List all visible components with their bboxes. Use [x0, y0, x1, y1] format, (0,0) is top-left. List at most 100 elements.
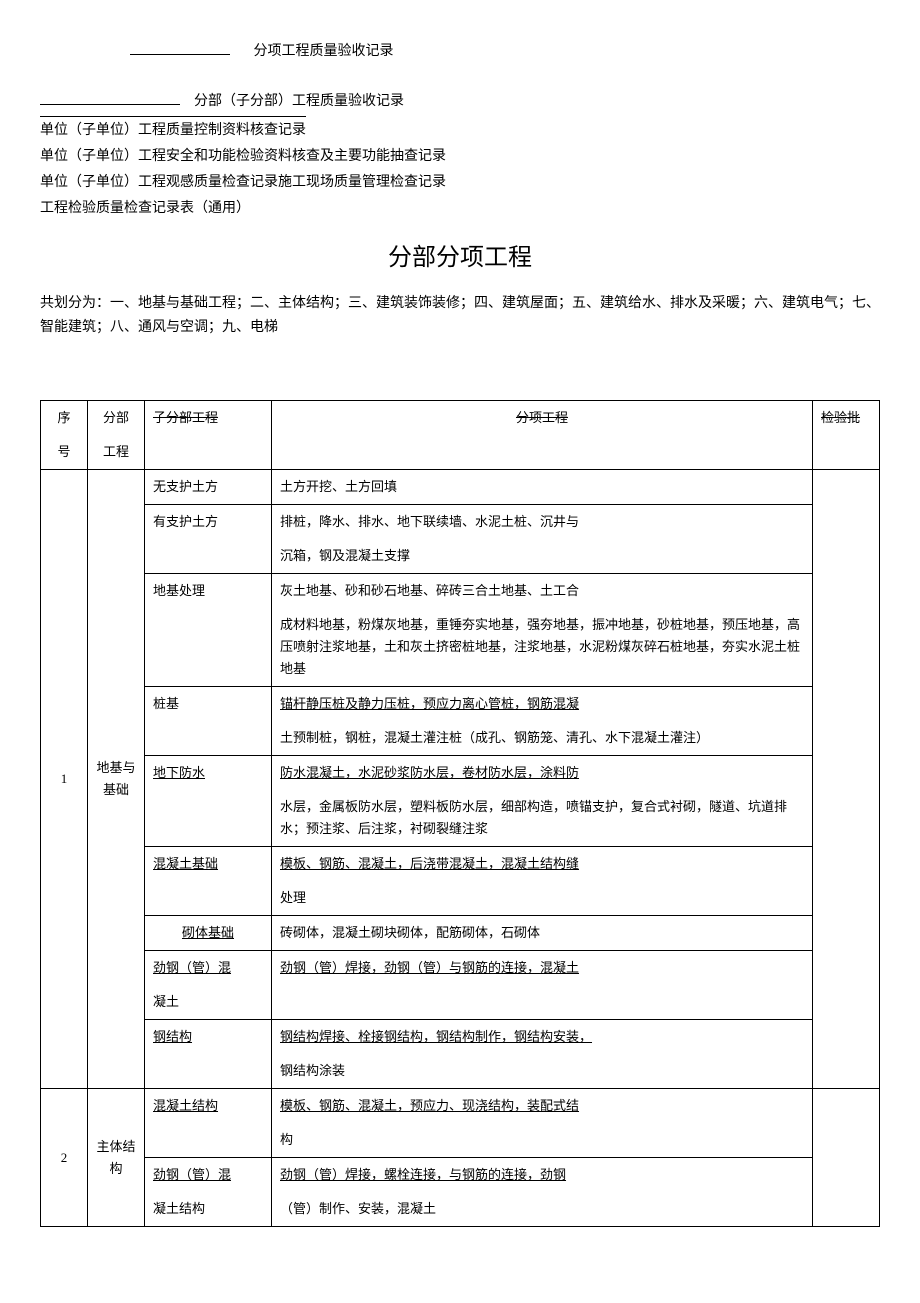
- sub-cell: 凝土: [145, 985, 272, 1020]
- sub-underline: 地下防水: [153, 762, 205, 784]
- item-cell: 钢结构涂装: [272, 1054, 813, 1089]
- sub-cell: 桩基: [145, 687, 272, 722]
- sub-underline: 混凝土结构: [153, 1095, 218, 1117]
- sub-cell: 劲钢（管）混: [145, 1158, 272, 1193]
- header-line1: 分项工程质量验收记录: [130, 40, 880, 60]
- sub-cell: [145, 790, 272, 847]
- blank-underline-1: [130, 40, 230, 55]
- sub-underline: 劲钢（管）混: [153, 1164, 231, 1186]
- item-cell: 灰土地基、砂和砂石地基、碎砖三合土地基、土工合: [272, 574, 813, 609]
- item-underline: 锚杆静压桩及静力压桩，预应力离心管桩，钢筋混凝: [280, 693, 579, 715]
- item-cell: 模板、钢筋、混凝土，预应力、现浇结构，装配式结: [272, 1089, 813, 1124]
- table-row: 凝土: [41, 985, 880, 1020]
- sub-underline: 钢结构: [153, 1026, 192, 1048]
- item-underline: 模板、钢筋、混凝土，后浇带混凝土，混凝土结构缝: [280, 853, 579, 875]
- sub-cell: 混凝土结构: [145, 1089, 272, 1124]
- sub-underline: 劲钢（管）混: [153, 957, 231, 979]
- sub-underline: 混凝土基础: [153, 853, 218, 875]
- seq-2: 2: [41, 1089, 88, 1227]
- sub-cell: [145, 721, 272, 756]
- header-seq-top: 序: [41, 401, 88, 436]
- check-cell: [813, 470, 880, 1089]
- item-cell: 防水混凝土，水泥砂浆防水层，卷材防水层，涂料防: [272, 756, 813, 791]
- header-line4: 单位（子单位）工程安全和功能检验资料核查及主要功能抽查记录: [40, 145, 880, 165]
- sub-cell: 砌体基础: [145, 916, 272, 951]
- table-row: 劲钢（管）混 劲钢（管）焊接，螺栓连接，与钢筋的连接，劲钢: [41, 1158, 880, 1193]
- header-line2: 分部（子分部）工程质量验收记录: [40, 90, 880, 110]
- sub-cell: 有支护土方: [145, 505, 272, 540]
- table-row: 钢结构 钢结构焊接、栓接钢结构，钢结构制作，钢结构安装，: [41, 1020, 880, 1055]
- table-row: 沉箱，钢及混凝土支撑: [41, 539, 880, 574]
- header-sub: 子分部工程: [145, 401, 272, 470]
- table-row: 有支护土方 排桩，降水、排水、地下联续墙、水泥土桩、沉井与: [41, 505, 880, 540]
- item-cell: 模板、钢筋、混凝土，后浇带混凝土，混凝土结构缝: [272, 847, 813, 882]
- header-line6: 工程检验质量检查记录表（通用）: [40, 197, 880, 217]
- sub-underline: 砌体基础: [182, 922, 234, 944]
- item-cell: 成材料地基，粉煤灰地基，重锤夯实地基，强夯地基，振冲地基，砂桩地基，预压地基，高…: [272, 608, 813, 687]
- blank-underline-2: [40, 90, 180, 105]
- header-part-bot: 工程: [88, 435, 145, 470]
- header-line5: 单位（子单位）工程观感质量检查记录施工现场质量管理检查记录: [40, 171, 880, 191]
- table-row: 土预制桩，钢桩，混凝土灌注桩（成孔、钢筋笼、清孔、水下混凝土灌注）: [41, 721, 880, 756]
- part-2: 主体结构: [88, 1089, 145, 1227]
- table-row: 构: [41, 1123, 880, 1158]
- table-row: 水层，金属板防水层，塑料板防水层，细部构造，喷锚支护，复合式衬砌，隧道、坑道排水…: [41, 790, 880, 847]
- header-part-top: 分部: [88, 401, 145, 436]
- sub-cell: 无支护土方: [145, 470, 272, 505]
- item-cell: 劲钢（管）焊接，螺栓连接，与钢筋的连接，劲钢: [272, 1158, 813, 1193]
- header-check: 检验批: [813, 401, 880, 470]
- header-check-text: 检验批: [821, 410, 860, 425]
- header-sub-text: 子分部工程: [153, 410, 218, 425]
- table-row: 地基处理 灰土地基、砂和砂石地基、碎砖三合土地基、土工合: [41, 574, 880, 609]
- item-cell: （管）制作、安装，混凝土: [272, 1192, 813, 1227]
- header-text-1: 分项工程质量验收记录: [254, 44, 394, 59]
- sub-cell: [145, 881, 272, 916]
- header-seq-bot: 号: [41, 435, 88, 470]
- sub-cell: 凝土结构: [145, 1192, 272, 1227]
- item-underline: 钢结构焊接、栓接钢结构，钢结构制作，钢结构安装，: [280, 1026, 592, 1048]
- header-line3: 单位（子单位）工程质量控制资料核查记录: [40, 116, 880, 139]
- intro-text: 共划分为：一、地基与基础工程；二、主体结构；三、建筑装饰装修；四、建筑屋面；五、…: [40, 292, 880, 340]
- sub-cell: [145, 539, 272, 574]
- section-title: 分部分项工程: [40, 237, 880, 272]
- item-underline: 防水混凝土，水泥砂浆防水层，卷材防水层，涂料防: [280, 762, 579, 784]
- seq-1: 1: [41, 470, 88, 1089]
- table-row: 劲钢（管）混 劲钢（管）焊接，劲钢（管）与钢筋的连接，混凝土: [41, 951, 880, 986]
- check-cell: [813, 1089, 880, 1227]
- main-table: 序 分部 子分部工程 分项工程 检验批 号 工程 1 地基与基础 无支护土方 土…: [40, 400, 880, 1227]
- sub-cell: 钢结构: [145, 1020, 272, 1055]
- item-cell: 砖砌体，混凝土砌块砌体，配筋砌体，石砌体: [272, 916, 813, 951]
- item-cell: 土方开挖、土方回填: [272, 470, 813, 505]
- sub-cell: 混凝土基础: [145, 847, 272, 882]
- table-header-row: 序 分部 子分部工程 分项工程 检验批: [41, 401, 880, 436]
- sub-cell: [145, 608, 272, 687]
- header-text-3: 单位（子单位）工程质量控制资料核查记录: [40, 116, 306, 139]
- table-row: 混凝土基础 模板、钢筋、混凝土，后浇带混凝土，混凝土结构缝: [41, 847, 880, 882]
- table-row: 1 地基与基础 无支护土方 土方开挖、土方回填: [41, 470, 880, 505]
- item-cell: 处理: [272, 881, 813, 916]
- item-underline: 劲钢（管）焊接，螺栓连接，与钢筋的连接，劲钢: [280, 1164, 566, 1186]
- table-row: 钢结构涂装: [41, 1054, 880, 1089]
- item-cell: 排桩，降水、排水、地下联续墙、水泥土桩、沉井与: [272, 505, 813, 540]
- header-item-text: 分项工程: [516, 410, 568, 425]
- item-underline: 模板、钢筋、混凝土，预应力、现浇结构，装配式结: [280, 1095, 579, 1117]
- sub-cell: 劲钢（管）混: [145, 951, 272, 986]
- part-1: 地基与基础: [88, 470, 145, 1089]
- table-row: 凝土结构 （管）制作、安装，混凝土: [41, 1192, 880, 1227]
- item-cell: 构: [272, 1123, 813, 1158]
- sub-cell: 地基处理: [145, 574, 272, 609]
- table-row: 处理: [41, 881, 880, 916]
- sub-cell: [145, 1123, 272, 1158]
- header-item: 分项工程: [272, 401, 813, 470]
- item-underline: 劲钢（管）焊接，劲钢（管）与钢筋的连接，混凝土: [280, 957, 579, 979]
- item-cell: 钢结构焊接、栓接钢结构，钢结构制作，钢结构安装，: [272, 1020, 813, 1055]
- table-row: 砌体基础 砖砌体，混凝土砌块砌体，配筋砌体，石砌体: [41, 916, 880, 951]
- table-row: 桩基 锚杆静压桩及静力压桩，预应力离心管桩，钢筋混凝: [41, 687, 880, 722]
- item-cell: [272, 985, 813, 1020]
- item-cell: 沉箱，钢及混凝土支撑: [272, 539, 813, 574]
- table-row: 地下防水 防水混凝土，水泥砂浆防水层，卷材防水层，涂料防: [41, 756, 880, 791]
- table-row: 成材料地基，粉煤灰地基，重锤夯实地基，强夯地基，振冲地基，砂桩地基，预压地基，高…: [41, 608, 880, 687]
- item-cell: 水层，金属板防水层，塑料板防水层，细部构造，喷锚支护，复合式衬砌，隧道、坑道排水…: [272, 790, 813, 847]
- table-row: 2 主体结构 混凝土结构 模板、钢筋、混凝土，预应力、现浇结构，装配式结: [41, 1089, 880, 1124]
- item-cell: 锚杆静压桩及静力压桩，预应力离心管桩，钢筋混凝: [272, 687, 813, 722]
